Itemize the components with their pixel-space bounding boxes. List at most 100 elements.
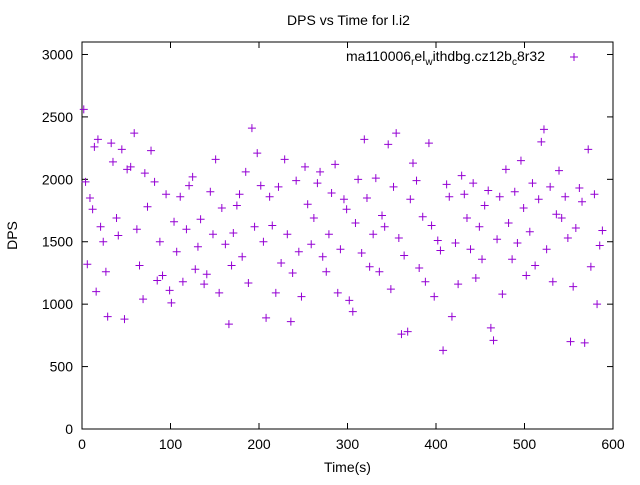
data-point	[165, 286, 174, 295]
data-point	[427, 221, 436, 230]
data-point	[112, 214, 121, 223]
data-point	[424, 139, 433, 148]
data-point	[386, 285, 395, 294]
data-point	[103, 312, 112, 321]
data-point	[394, 233, 403, 242]
legend-marker	[570, 53, 578, 61]
data-point	[288, 268, 297, 277]
data-point	[90, 142, 99, 151]
data-point	[333, 288, 342, 297]
data-point	[224, 320, 233, 329]
data-point	[292, 176, 301, 185]
legend-label-sub: w	[424, 57, 433, 68]
data-point	[466, 245, 475, 254]
data-point	[360, 135, 369, 144]
legend-label-part: 8r32	[517, 48, 545, 64]
data-point	[135, 261, 144, 270]
data-point	[421, 277, 430, 286]
data-point	[244, 278, 253, 287]
legend-marker-plus	[570, 53, 578, 61]
data-point	[182, 225, 191, 234]
data-point	[539, 125, 548, 134]
data-point	[389, 182, 398, 191]
data-point	[445, 192, 454, 201]
data-point	[369, 230, 378, 239]
data-point	[120, 315, 129, 324]
data-point	[516, 156, 525, 165]
data-point	[595, 241, 604, 250]
axis-ticks: 0 100 200 300 400 500 600 0 500 1000 1500 2000 2500 3…	[42, 42, 625, 452]
data-point	[569, 282, 578, 291]
data-point	[400, 251, 409, 260]
data-point	[454, 280, 463, 289]
data-point	[484, 186, 493, 195]
data-point	[114, 231, 123, 240]
data-point	[229, 229, 238, 238]
y-tick-label: 1000	[42, 296, 73, 312]
data-point	[513, 238, 522, 247]
data-point	[191, 265, 200, 274]
data-point	[522, 271, 531, 280]
data-point	[256, 181, 265, 190]
data-point	[598, 226, 607, 235]
legend-label-part: el	[414, 48, 425, 64]
data-point	[495, 192, 504, 201]
data-point	[362, 194, 371, 203]
data-point	[475, 222, 484, 231]
data-point	[575, 184, 584, 193]
data-point	[200, 280, 209, 289]
data-point	[384, 140, 393, 149]
legend-label-part: ithdbg.cz12b	[433, 48, 513, 64]
data-point	[345, 296, 354, 305]
y-tick-label: 3000	[42, 46, 73, 62]
data-point	[83, 260, 92, 269]
data-point	[403, 327, 412, 336]
x-tick-label: 400	[424, 436, 448, 452]
data-point	[578, 197, 587, 206]
data-point	[309, 214, 318, 223]
data-point	[508, 255, 517, 264]
data-point	[99, 237, 108, 246]
data-point	[235, 190, 244, 199]
data-point	[537, 137, 546, 146]
data-point	[593, 300, 602, 309]
data-point	[313, 179, 322, 188]
data-point	[397, 330, 406, 339]
data-point	[202, 270, 211, 279]
data-point	[519, 204, 528, 213]
data-point	[232, 201, 241, 210]
plot-area-frame	[81, 41, 614, 430]
data-point	[227, 261, 236, 270]
data-point	[294, 247, 303, 256]
data-points	[79, 105, 607, 355]
data-point	[563, 233, 572, 242]
data-point	[301, 162, 310, 171]
data-point	[548, 277, 557, 286]
data-point	[415, 263, 424, 272]
data-point	[259, 237, 268, 246]
x-axis-label: Time(s)	[324, 459, 371, 475]
data-point	[371, 174, 380, 183]
data-point	[380, 222, 389, 231]
data-point	[324, 230, 333, 239]
data-point	[162, 190, 171, 199]
data-point	[238, 252, 247, 261]
data-point	[566, 337, 575, 346]
data-point	[493, 235, 502, 244]
data-point	[247, 124, 256, 133]
data-point	[318, 252, 327, 261]
data-point	[81, 177, 90, 186]
data-point	[253, 149, 262, 158]
data-point	[375, 267, 384, 276]
data-point	[322, 267, 331, 276]
data-point	[439, 346, 448, 355]
data-point	[354, 175, 363, 184]
data-point	[478, 255, 487, 264]
data-point	[265, 192, 274, 201]
data-point	[221, 240, 230, 249]
data-point	[489, 336, 498, 345]
data-point	[208, 230, 217, 239]
legend-entry-label: ma110006relwithdbg.cz12bc8r32	[346, 48, 545, 68]
data-point	[552, 210, 561, 219]
data-point	[316, 167, 325, 176]
